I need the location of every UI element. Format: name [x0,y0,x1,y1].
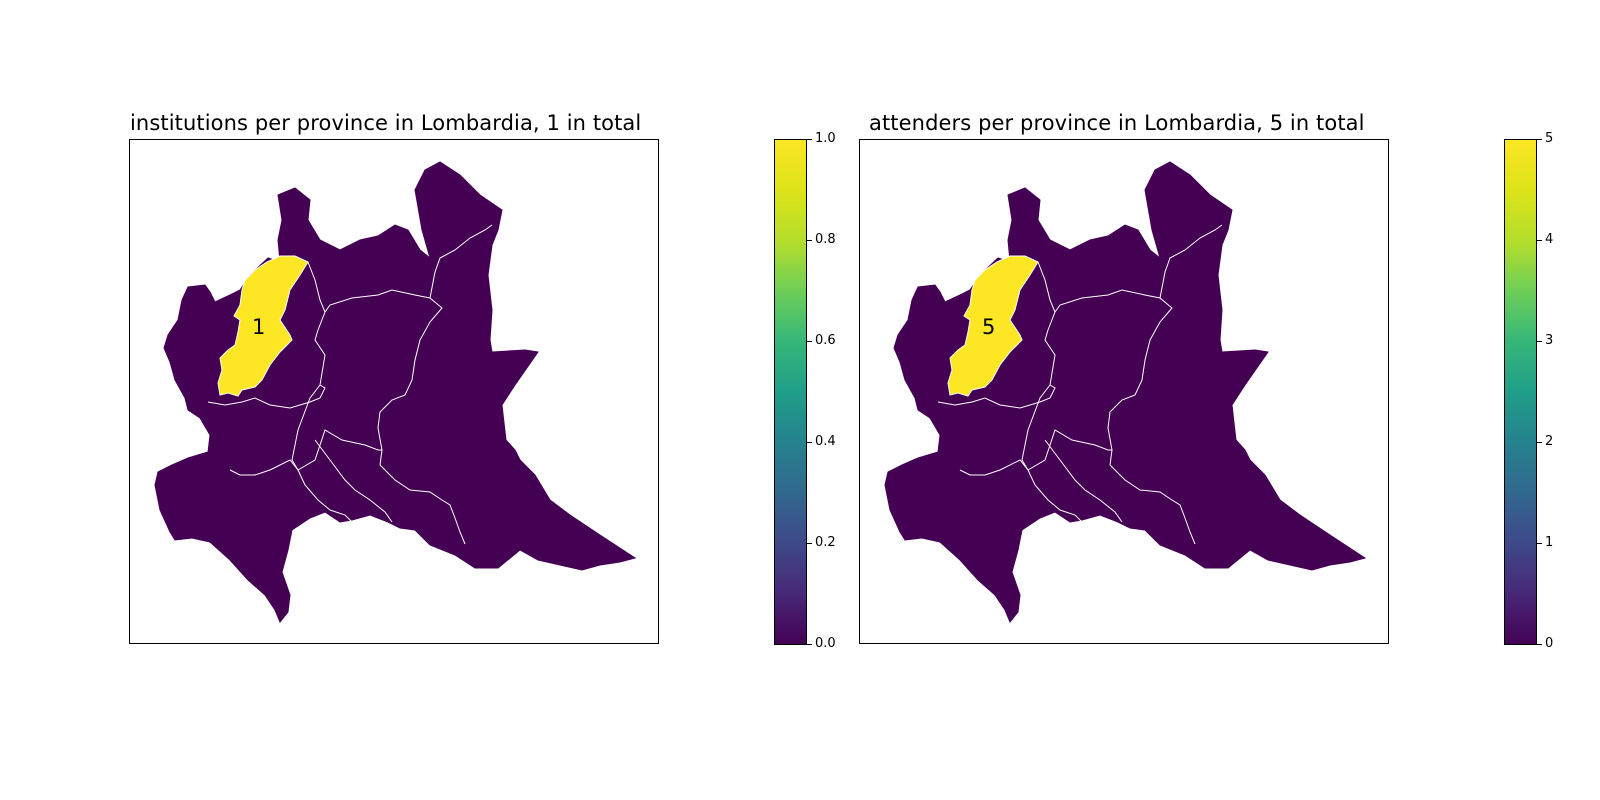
colorbar-tick [1537,442,1542,443]
colorbar-tick [807,341,812,342]
map-axes: 5 [859,139,1389,644]
colorbar-tick-label: 4 [1545,232,1554,247]
colorbar-tick-label: 0.6 [815,333,836,348]
colorbar-tick-label: 3 [1545,333,1554,348]
colorbar-tick [807,543,812,544]
colorbar-tick-label: 0 [1545,636,1554,651]
colorbar [1504,139,1537,645]
colorbar-tick [1537,240,1542,241]
colorbar-tick-label: 5 [1545,131,1554,146]
map-axes: 1 [129,139,659,644]
colorbar-tick [1537,644,1542,645]
colorbar-tick-label: 1 [1545,535,1554,550]
colorbar-tick-label: 0.0 [815,636,836,651]
colorbar-tick-label: 0.8 [815,232,836,247]
province-value-label: 1 [252,315,266,339]
colorbar-tick [1537,543,1542,544]
colorbar [774,139,807,645]
lombardia-map [884,161,1367,623]
colorbar-tick-label: 1.0 [815,131,836,146]
province-value-label: 5 [982,315,996,339]
colorbar-tick [807,644,812,645]
map-title: institutions per province in Lombardia, … [130,111,642,135]
province-borders [207,224,493,545]
lombardia-map [154,161,637,623]
map-title: attenders per province in Lombardia, 5 i… [869,111,1365,135]
highlighted-province [947,255,1039,397]
colorbar-tick [807,139,812,140]
province-borders [937,224,1223,545]
colorbar-tick-label: 2 [1545,434,1554,449]
highlighted-province [217,255,309,397]
colorbar-tick-label: 0.4 [815,434,836,449]
colorbar-tick [1537,341,1542,342]
colorbar-tick [1537,139,1542,140]
colorbar-tick [807,240,812,241]
colorbar-tick-label: 0.2 [815,535,836,550]
colorbar-tick [807,442,812,443]
